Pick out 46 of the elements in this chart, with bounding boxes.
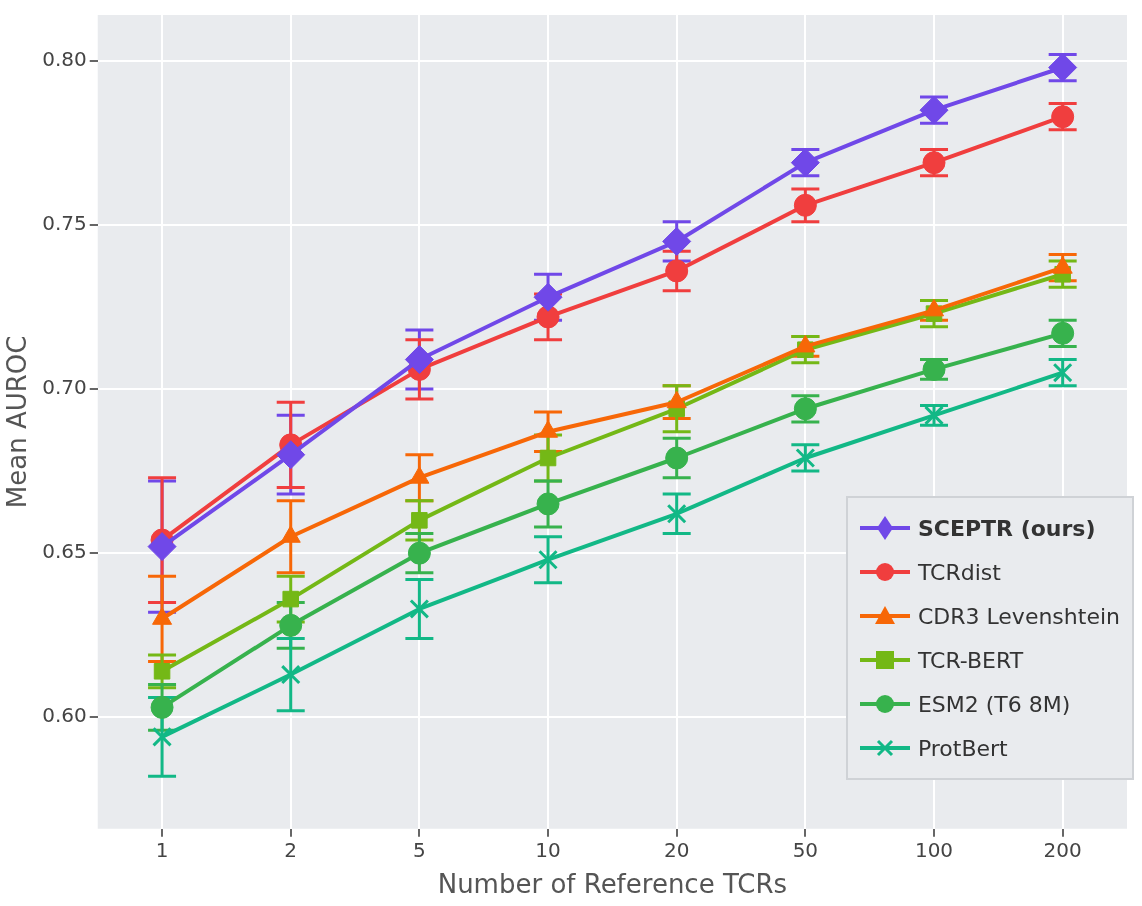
y-tick-label: 0.65 [42,539,87,564]
point [924,405,944,426]
point [152,726,173,747]
y-tick-label: 0.75 [42,211,87,236]
point [276,440,306,470]
point [795,448,816,468]
point [147,532,177,562]
point [533,282,563,312]
point [411,512,428,529]
x-tick-label: 100 [914,838,954,862]
point [665,446,689,470]
y-axis-title: Mean AUROC [2,335,33,509]
x-tick-label: 2 [284,838,298,862]
x-tick-label: 50 [792,838,819,862]
point [280,664,301,685]
x-tick-label: 10 [535,838,561,862]
point [539,449,557,467]
x-tick-label: 200 [1043,838,1082,862]
point [793,193,817,217]
point [282,590,299,608]
point [409,598,430,619]
point [666,503,687,524]
y-tick-label: 0.60 [42,703,87,728]
legend-label: TCRdist [917,559,1001,585]
x-axis-title: Number of Reference TCRs [437,869,788,900]
y-tick-label: 0.80 [42,47,87,72]
x-tick-label: 5 [413,838,426,862]
point [404,345,434,375]
point [665,259,689,283]
point [1052,362,1073,383]
point [279,613,303,637]
point [407,541,431,565]
legend-label: CDR3 Levenshtein [917,603,1120,629]
x-tick-label: 20 [663,838,690,862]
x-tick-label: 1 [155,838,169,862]
point [153,663,171,680]
point [538,549,559,570]
point [150,695,174,719]
y-tick-label: 0.70 [42,375,87,400]
legend-label: SCEPTR (ours) [917,515,1096,541]
point [536,305,560,329]
point [662,226,692,256]
legend-label: TCR-BERT [917,647,1024,673]
legend-label: ProtBert [917,735,1008,761]
point [536,492,560,516]
legend-label: ESM2 (T6 8M) [917,691,1071,717]
